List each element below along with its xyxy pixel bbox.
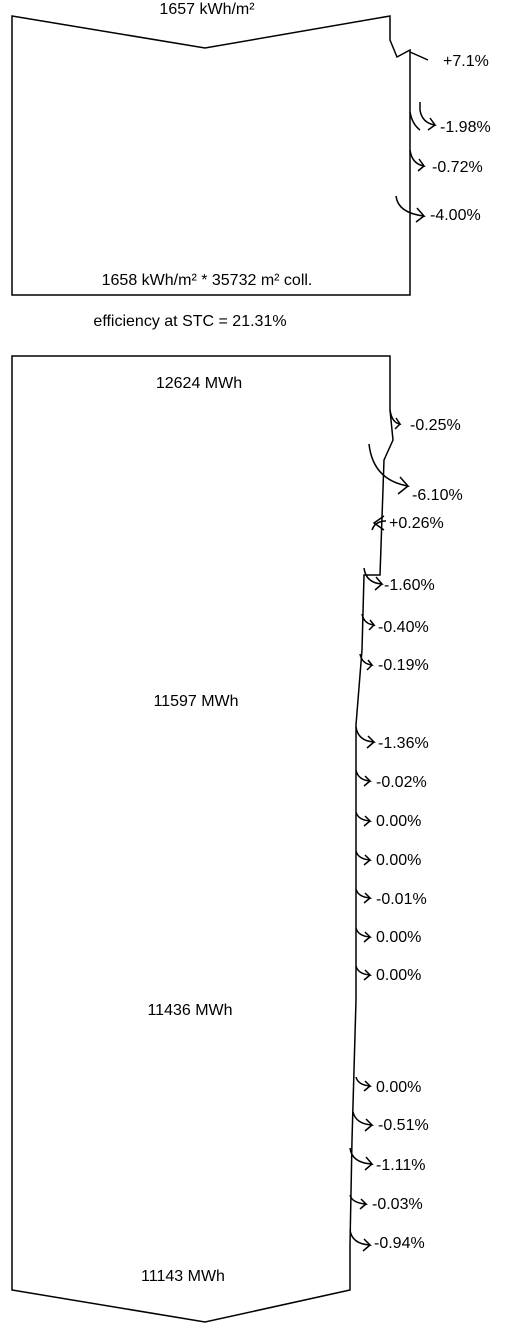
system-loss-arrow-5 [349, 1229, 372, 1252]
irradiation-block-outline [11, 15, 411, 296]
energy-array-nominal: 12624 MWh [156, 375, 242, 392]
system-step-3: -0.03% [372, 1196, 423, 1213]
system-step-2: -1.11% [376, 1157, 426, 1174]
system-step-0: 0.00% [376, 1079, 421, 1096]
irradiance-step-1: -1.98% [440, 119, 491, 136]
inverter-step-5: 0.00% [376, 929, 421, 946]
system-loss-arrow-1 [355, 1076, 372, 1092]
energy-array-available: 11436 MWh [147, 1002, 232, 1019]
irradiance-step-0: +7.1% [443, 53, 489, 70]
irradiance-loss-arrow-3 [395, 195, 426, 223]
irradiance-step-2: -0.72% [432, 159, 483, 176]
system-step-1: -0.51% [378, 1117, 429, 1134]
array-loss-arrow-5 [359, 653, 374, 671]
inverter-loss-arrow-7 [355, 965, 372, 981]
array-loss-arrow-2 [368, 443, 410, 495]
inverter-step-3: 0.00% [376, 852, 421, 869]
system-loss-arrow-2 [352, 1111, 374, 1132]
irradiance-loss-arrow-2 [409, 149, 426, 172]
energy-array-virtual: 11597 MWh [153, 693, 238, 710]
array-step-1: -6.10% [412, 487, 463, 504]
inverter-step-1: -0.02% [376, 774, 427, 791]
array-step-5: -0.19% [378, 657, 429, 674]
inverter-loss-arrow-6 [355, 927, 372, 943]
array-step-4: -0.40% [378, 619, 429, 636]
efficiency-label: efficiency at STC = 21.31% [93, 313, 286, 330]
system-loss-arrow-3 [349, 1147, 374, 1171]
array-loss-arrow-1 [389, 409, 402, 430]
inverter-step-0: -1.36% [378, 735, 429, 752]
array-step-3: -1.60% [384, 577, 435, 594]
system-step-4: -0.94% [374, 1235, 425, 1252]
header-irradiation-label: 1657 kWh/m² [159, 1, 255, 18]
collector-irradiation-label: 1658 kWh/m² * 35732 m² coll. [102, 272, 313, 289]
inverter-loss-arrow-2 [355, 769, 372, 787]
inverter-loss-arrow-3 [355, 811, 372, 827]
array-loss-arrow-3 [363, 567, 384, 591]
inverter-loss-arrow-1 [355, 726, 376, 749]
array-gain-arrow [371, 515, 387, 531]
energy-grid-injected: 11143 MWh [141, 1268, 225, 1285]
array-step-0: -0.25% [410, 417, 461, 434]
energy-block-outline [11, 355, 394, 1323]
irradiance-gain-arrow [409, 51, 429, 61]
irradiance-loss-arrow-1-stem [409, 111, 421, 131]
inverter-loss-arrow-5 [355, 888, 372, 904]
irradiance-loss-arrow-1 [419, 102, 437, 131]
system-loss-arrow-4 [349, 1194, 368, 1210]
inverter-step-4: -0.01% [376, 891, 427, 908]
inverter-step-2: 0.00% [376, 813, 421, 830]
inverter-step-6: 0.00% [376, 967, 421, 984]
array-step-2: +0.26% [389, 515, 444, 532]
inverter-loss-arrow-4 [355, 850, 372, 866]
irradiance-step-3: -4.00% [430, 207, 481, 224]
array-loss-arrow-4 [361, 613, 376, 631]
